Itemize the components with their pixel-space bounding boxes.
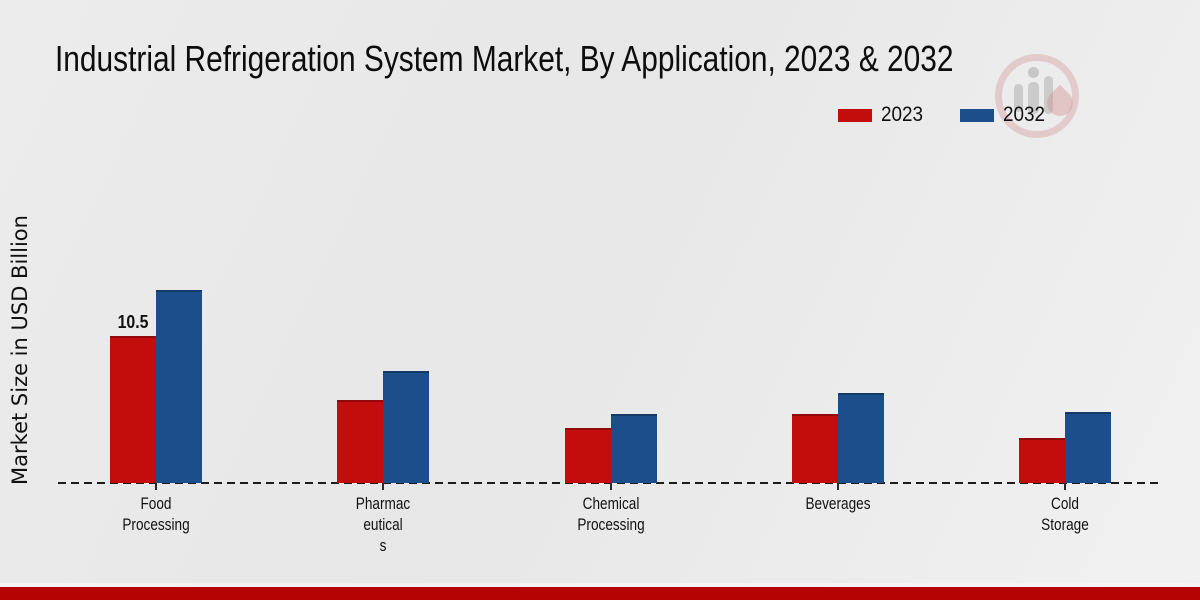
watermark-bar-icon [1028, 82, 1039, 114]
bar-2032-beverages [837, 393, 884, 483]
legend-swatch-2032 [959, 108, 994, 122]
chart-title: Industrial Refrigeration System Market, … [55, 38, 954, 79]
watermark-ring [995, 54, 1079, 138]
legend-swatch-2023 [838, 108, 872, 122]
watermark-person-icon [1028, 67, 1039, 78]
y-axis-label: Market Size in USD Billion [8, 215, 32, 485]
legend-label-2023: 2023 [881, 103, 924, 126]
x-axis-category-label-food-processing: Food Processing [122, 494, 190, 534]
x-axis-category-label-cold-storage: Cold Storage [1041, 494, 1089, 534]
x-axis-category-label-chemical-processing: Chemical Processing [576, 494, 645, 534]
bar-2032-food-processing [156, 290, 202, 483]
footer-red-band [0, 587, 1200, 600]
legend-item-2023: 2023 [838, 103, 928, 127]
legend-item-2032: 2032 [959, 103, 1050, 127]
x-axis-category-label-pharmaceuticals: Pharmac eutical s [356, 494, 411, 555]
x-axis-baseline [58, 482, 1160, 484]
x-axis-tick [1064, 483, 1066, 490]
watermark-bar-icon [1014, 84, 1023, 112]
x-axis-tick [382, 483, 385, 490]
bar-2032-cold-storage [1065, 412, 1111, 483]
bar-value-label: 10.5 [117, 312, 149, 332]
x-axis-tick [836, 483, 839, 490]
bar-2023-chemical-processing [564, 428, 611, 483]
legend: 2023 2032 [838, 103, 1049, 127]
legend-label-2032: 2032 [1002, 103, 1045, 126]
bar-2032-pharmaceuticals [383, 371, 430, 483]
x-axis-tick [155, 483, 157, 490]
footer-highlight-strip [0, 583, 1200, 587]
bar-2023-beverages [791, 414, 838, 483]
bar-2023-cold-storage [1019, 438, 1065, 483]
bar-2023-food-processing [110, 336, 156, 483]
market-research-future-logo-watermark [995, 52, 1090, 142]
bar-2032-chemical-processing [610, 414, 657, 483]
x-axis-tick [609, 483, 612, 490]
bar-2023-pharmaceuticals [337, 400, 384, 483]
x-axis-category-label-beverages: Beverages [805, 494, 871, 513]
watermark-bar-icon [1044, 76, 1053, 114]
